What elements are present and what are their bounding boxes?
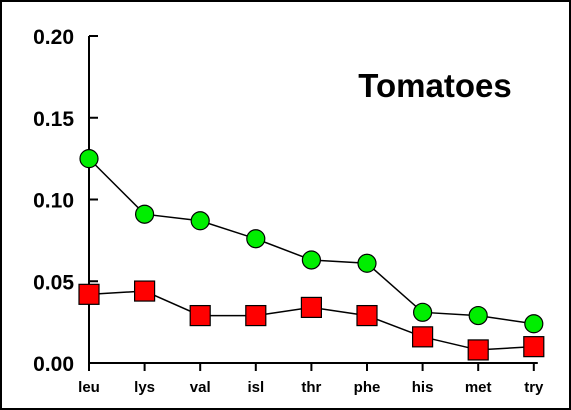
axes: 0.00 0.05 0.10 0.15 0.20 leu lys val isl thr phe hi…: [33, 26, 544, 396]
data-point-circle: [79, 149, 99, 169]
series-layer: [78, 149, 545, 361]
data-point-circle: [190, 211, 210, 231]
data-point-circle: [135, 204, 155, 224]
y-tick-label: 0.10: [33, 190, 74, 213]
x-tick-label: met: [465, 379, 492, 396]
y-tick-label: 0.00: [33, 353, 74, 376]
x-tick-label: thr: [301, 379, 321, 396]
data-point-square: [300, 296, 322, 319]
data-point-circle: [246, 229, 266, 249]
data-point-square: [134, 280, 156, 302]
x-tick-label: try: [524, 379, 544, 396]
data-point-square: [523, 336, 545, 358]
data-point-circle: [357, 253, 377, 273]
data-point-square: [245, 304, 267, 327]
data-point-square: [189, 304, 211, 327]
y-tick-label: 0.05: [33, 271, 74, 294]
data-point-square: [467, 339, 489, 361]
data-point-circle: [468, 305, 488, 326]
x-tick-label: val: [190, 379, 211, 396]
data-point-square: [356, 304, 378, 327]
data-point-square: [78, 283, 100, 305]
data-point-square: [412, 326, 434, 348]
x-tick-label: lys: [134, 379, 155, 396]
data-point-circle: [413, 302, 433, 322]
data-point-circle: [301, 250, 321, 270]
chart-title: Tomatoes: [358, 67, 511, 104]
x-tick-label: phe: [354, 379, 381, 396]
x-tick-label: his: [412, 379, 434, 396]
x-tick-label: leu: [78, 379, 100, 396]
y-tick-label: 0.20: [33, 26, 74, 49]
y-tick-label: 0.15: [33, 108, 74, 131]
data-point-circle: [524, 314, 544, 334]
x-tick-label: isl: [247, 379, 264, 396]
